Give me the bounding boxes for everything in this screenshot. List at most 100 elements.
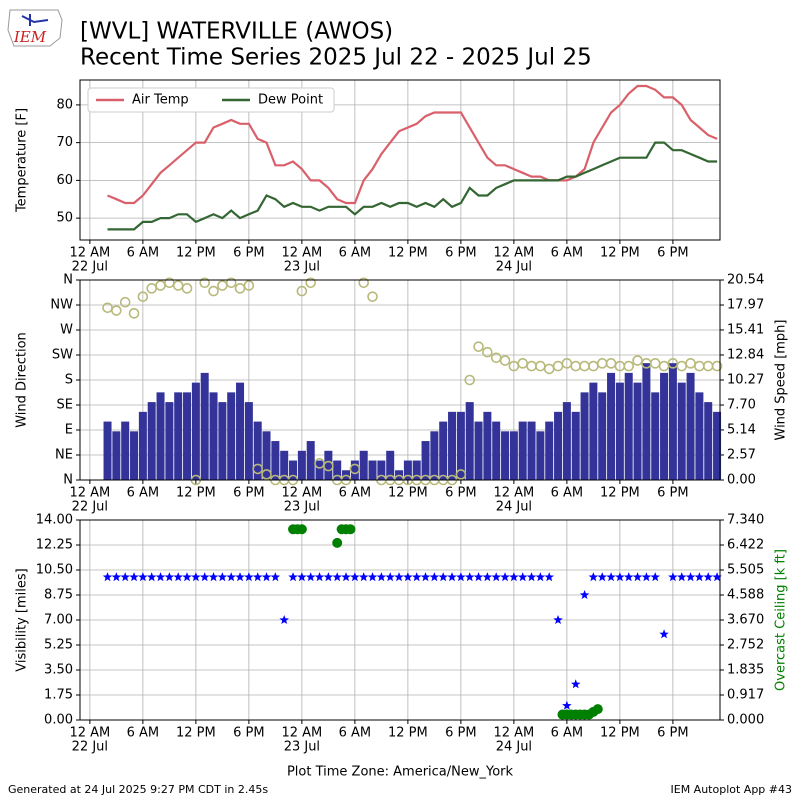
- logo: IEM: [7, 9, 63, 47]
- x-tick-label: 12 AM: [281, 246, 322, 261]
- plot-frame: [79, 519, 721, 721]
- x-tick-label: 12 PM: [176, 726, 216, 741]
- bar: [651, 392, 660, 480]
- y-tick-label: 7.00: [44, 613, 73, 628]
- circle-marker: [592, 704, 603, 715]
- y2-tick-label: 5.14: [727, 422, 756, 437]
- bar: [262, 431, 271, 480]
- bar: [112, 431, 121, 480]
- star-marker: [314, 572, 325, 582]
- bar: [668, 363, 677, 480]
- x-tick-label: 12 PM: [388, 246, 428, 261]
- star-marker: [235, 572, 245, 582]
- x-tick-label: 6 AM: [127, 246, 160, 261]
- y-tick-label: SE: [57, 398, 73, 413]
- x-tick-label: 12 AM: [281, 726, 322, 741]
- circle-marker: [358, 277, 370, 289]
- y-tick-label: W: [60, 323, 73, 338]
- star-marker: [199, 572, 210, 582]
- star-marker: [412, 572, 422, 582]
- star-marker: [518, 572, 528, 582]
- legend-box: [87, 87, 335, 113]
- bar: [200, 372, 209, 480]
- y2-tick-label: 7.340: [727, 513, 764, 528]
- bar: [704, 402, 713, 480]
- x-tick-label: 6 AM: [339, 726, 372, 741]
- footer-left: Generated at 24 Jul 2025 9:27 PM CDT in …: [8, 783, 268, 796]
- x-tick-label: 6 AM: [339, 246, 372, 261]
- star-marker: [632, 572, 643, 582]
- bar: [368, 460, 377, 480]
- star-marker: [120, 572, 130, 582]
- y2-axis-label: Overcast Ceiling [k ft]: [774, 549, 789, 691]
- bar: [209, 392, 218, 480]
- x-tick-label: 12 PM: [176, 246, 216, 261]
- bar: [677, 382, 686, 480]
- bar: [536, 431, 545, 480]
- bar: [147, 402, 156, 480]
- x-date-label: 22 Jul: [72, 740, 108, 755]
- y-tick-label: N: [63, 473, 73, 488]
- subtitle: Recent Time Series 2025 Jul 22 - 2025 Ju…: [80, 45, 592, 71]
- bar: [456, 411, 465, 480]
- star-marker: [482, 572, 493, 582]
- circle-marker: [296, 524, 307, 535]
- title: [WVL] WATERVILLE (AWOS): [80, 19, 393, 45]
- y-tick-label: E: [65, 423, 73, 438]
- line-series: [107, 141, 718, 231]
- y2-tick-label: 0.000: [727, 713, 764, 728]
- y2-tick-label: 1.835: [727, 663, 764, 678]
- bar: [615, 382, 624, 480]
- y2-tick-label: 4.588: [727, 587, 764, 602]
- x-tick-label: 6 PM: [657, 486, 688, 501]
- x-tick-label: 12 PM: [600, 246, 640, 261]
- bar: [430, 431, 439, 480]
- star-marker: [703, 572, 713, 582]
- star-marker: [597, 572, 607, 582]
- star-marker: [376, 572, 387, 582]
- bar: [439, 421, 448, 480]
- bar: [403, 460, 412, 480]
- bar: [183, 392, 192, 480]
- y-tick-label: 70: [56, 135, 73, 150]
- star-marker: [385, 572, 395, 582]
- star-marker: [562, 700, 572, 710]
- circle-marker: [252, 463, 264, 475]
- legend-label: Air Temp: [132, 93, 189, 108]
- star-marker: [403, 572, 413, 582]
- star-marker: [615, 572, 625, 582]
- star-marker: [500, 572, 510, 582]
- y-tick-label: 50: [56, 211, 73, 226]
- circle-marker: [181, 283, 193, 294]
- x-axis-label: Plot Time Zone: America/New_York: [287, 765, 514, 780]
- star-marker: [297, 572, 307, 582]
- x-tick-label: 6 AM: [127, 726, 160, 741]
- plot-frame: [79, 79, 721, 241]
- bar: [289, 460, 298, 480]
- circle-marker: [711, 360, 723, 372]
- bar: [156, 392, 165, 480]
- bar: [306, 441, 315, 480]
- star-marker: [694, 572, 705, 582]
- y-tick-label: NE: [55, 448, 73, 463]
- x-tick-label: 6 PM: [233, 486, 264, 501]
- circle-marker: [464, 374, 476, 386]
- star-marker: [155, 572, 166, 582]
- bar: [297, 450, 306, 480]
- bar: [545, 421, 554, 480]
- x-tick-label: 6 PM: [657, 726, 688, 741]
- bar: [174, 392, 183, 480]
- y2-tick-label: 3.670: [727, 613, 764, 628]
- star-marker: [712, 572, 722, 582]
- star-marker: [146, 572, 157, 582]
- bar: [359, 450, 368, 480]
- star-marker: [138, 572, 148, 582]
- star-marker: [668, 572, 678, 582]
- star-marker: [535, 572, 546, 582]
- y-tick-label: S: [65, 373, 73, 388]
- bar: [121, 421, 130, 480]
- y-tick-label: 14.00: [36, 513, 73, 528]
- star-marker: [288, 572, 298, 582]
- y-tick-label: 1.75: [44, 688, 73, 703]
- y2-axis-label: Wind Speed [mph]: [774, 320, 789, 441]
